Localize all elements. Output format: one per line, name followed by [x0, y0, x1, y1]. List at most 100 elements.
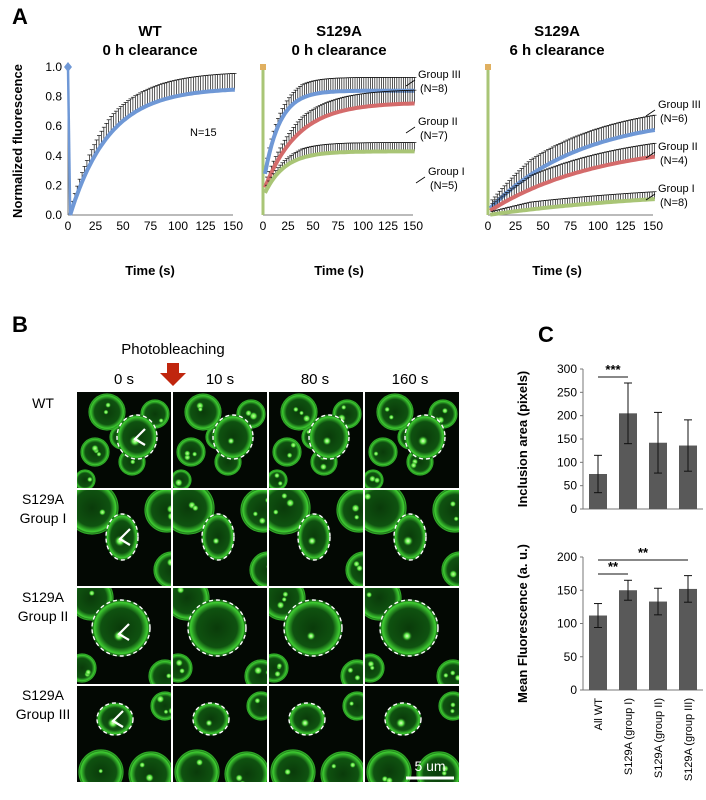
inclusion-spot [449, 500, 457, 508]
bleached-inclusion [402, 535, 414, 547]
bleached-inclusion [401, 630, 413, 642]
series-label-leader [415, 176, 426, 184]
dashed-cell-outline [91, 599, 151, 657]
micrograph-r3-c1 [173, 686, 267, 782]
series-label-leader [645, 151, 656, 159]
inclusion-spot [276, 662, 283, 669]
inclusion-spot [286, 452, 293, 459]
inclusion-spot [88, 589, 96, 597]
yeast-cell [184, 393, 222, 431]
prebleach-spike [66, 66, 72, 216]
photobleaching-image-panel: Photobleaching 0 s 10 s 80 s 160 s WT S1… [16, 341, 459, 782]
inclusion-spot [272, 509, 279, 516]
bar [679, 588, 697, 690]
x-tick-label: 0 [65, 219, 72, 233]
x-tick-label: 150 [223, 219, 243, 233]
inclusion-spot [191, 451, 198, 457]
inclusion-spot [139, 761, 146, 769]
svg-text:Group III: Group III [16, 706, 70, 722]
micrograph-r2-c0 [77, 588, 171, 684]
time-header-1: 10 s [206, 371, 234, 388]
x-tick-label: 50 [536, 219, 550, 233]
inclusion-spot [388, 414, 395, 421]
inclusion-spot [98, 768, 104, 774]
series-label: Group II [658, 141, 698, 153]
series-line [263, 88, 415, 175]
svg-text:S129A: S129A [22, 589, 65, 605]
y-axis-label: Inclusion area (pixels) [515, 371, 530, 508]
series-label: Group I [428, 166, 465, 178]
micrograph-content [365, 490, 459, 586]
x-axis-label: Time (s) [532, 263, 582, 278]
yeast-cell [368, 437, 398, 467]
inclusion-spot [176, 588, 185, 594]
dashed-cell-outline [187, 599, 247, 657]
inclusion-spot [365, 492, 372, 501]
x-tick-label: 100 [588, 219, 608, 233]
inclusion-spot [254, 697, 261, 704]
series-label: Group III [658, 99, 701, 111]
inclusion-spot [252, 511, 259, 517]
bleached-inclusion [113, 630, 125, 642]
inclusion-spot [281, 492, 288, 500]
inclusion-spot [410, 461, 418, 469]
x-tick-label: S129A (group II) [653, 698, 665, 778]
y-tick-label: 300 [557, 362, 577, 376]
inclusion-spot [354, 674, 361, 682]
micrograph-content [269, 588, 363, 684]
micrograph-r2-c1 [173, 588, 267, 684]
inclusion-spot [91, 444, 99, 453]
yeast-cell [345, 551, 363, 586]
inclusion-spot [276, 601, 285, 610]
micrograph-r1-c1 [173, 490, 267, 586]
inclusion-spot [184, 450, 191, 457]
inclusion-spot [298, 410, 305, 416]
micrograph-content [270, 691, 363, 782]
svg-text:Group I: Group I [20, 510, 67, 526]
yeast-cell [249, 551, 267, 586]
chart-subtitle: 0 h clearance [102, 42, 197, 59]
micrograph-r2-c2 [269, 588, 363, 684]
dashed-cell-outline [96, 702, 134, 736]
row-label-group-iii: S129A Group III [16, 687, 70, 722]
time-header-2: 80 s [301, 371, 329, 388]
row-label-group-ii: S129A Group II [18, 589, 69, 624]
series-n-label: (N=6) [660, 113, 688, 125]
yeast-cell [280, 393, 318, 431]
y-tick-label: 200 [557, 409, 577, 423]
dashed-cell-outline [212, 414, 254, 460]
inclusion-spot [348, 700, 355, 707]
x-axis-label: Time (s) [314, 263, 364, 278]
inclusion-spot [265, 669, 267, 676]
inclusion-spot [449, 569, 458, 579]
inclusion-spot [385, 776, 394, 782]
x-tick-label: S129A (group III) [683, 698, 695, 781]
svg-text:WT: WT [32, 395, 54, 411]
micrograph-r0-c1 [173, 392, 267, 488]
s129a-6h-recovery-chart: S129A 6 h clearance 0 25 50 75 100 125 150 Time (… [485, 23, 701, 278]
micrograph-content [269, 490, 363, 586]
yeast-cell [366, 749, 412, 782]
dashed-cell-outline [393, 513, 427, 561]
dashed-cell-outline [288, 702, 326, 736]
inclusion-spot [195, 758, 204, 767]
inclusion-spot [253, 666, 263, 675]
inclusion-spot [450, 701, 456, 708]
micrograph-r3-c3 [365, 686, 459, 782]
inclusion-spot [284, 768, 292, 776]
inclusion-spot [285, 498, 295, 508]
inclusion-spot [103, 409, 109, 415]
bleached-inclusion [300, 718, 310, 728]
inclusion-spot [443, 672, 449, 679]
yeast-cell [365, 490, 407, 535]
inclusion-spot [166, 557, 171, 567]
dashed-cell-outline [384, 702, 422, 736]
yeast-cell [77, 469, 96, 488]
time-header-0: 0 s [114, 371, 134, 388]
chart-title: S129A [316, 23, 362, 40]
x-axis-label: Time (s) [125, 263, 175, 278]
x-tick-label: 150 [403, 219, 423, 233]
yeast-cell [246, 691, 267, 721]
micrograph-content [365, 393, 458, 488]
